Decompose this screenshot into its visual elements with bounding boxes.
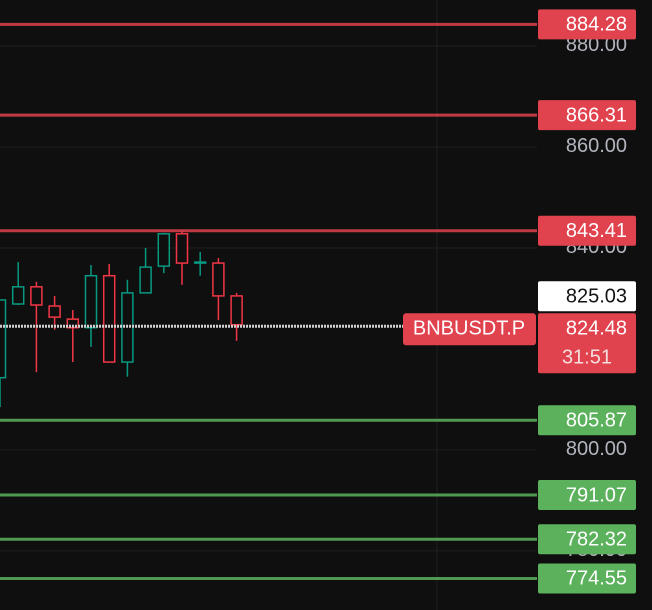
candle-body <box>30 286 43 306</box>
last-price-label: 824.48 <box>566 318 627 340</box>
level-label-box <box>538 215 636 246</box>
candle-body <box>48 305 61 318</box>
level-label-box <box>538 9 636 40</box>
symbol-label-box <box>403 313 536 346</box>
candle-body <box>11 286 25 305</box>
level-label: 791.07 <box>566 484 627 506</box>
candle-body <box>193 261 207 264</box>
y-tick-label: 800.00 <box>566 438 627 460</box>
y-tick-label: 860.00 <box>566 135 627 157</box>
candle-body <box>84 274 98 329</box>
y-tick-label: 880.00 <box>566 34 627 56</box>
candle-body <box>0 299 7 379</box>
crosshair-label: 825.03 <box>566 286 627 308</box>
candle-body <box>230 295 243 326</box>
level-label: 866.31 <box>566 104 627 126</box>
level-label: 884.28 <box>566 14 627 36</box>
level-label: 805.87 <box>566 410 627 432</box>
level-label: 774.55 <box>566 568 627 590</box>
level-label-box <box>538 405 636 436</box>
candle-body <box>157 233 171 267</box>
level-label: 843.41 <box>566 220 627 242</box>
last-price-box <box>538 313 636 374</box>
candle-body <box>102 274 116 363</box>
crosshair-label-box <box>538 281 636 312</box>
level-label-box <box>538 100 636 131</box>
symbol-label: BNBUSDT.P <box>413 318 525 340</box>
level-label-box <box>538 524 636 555</box>
level-label-box <box>538 563 636 594</box>
candle-body <box>175 233 189 264</box>
level-label: 782.32 <box>566 528 627 550</box>
candle-body <box>139 266 152 294</box>
level-label-box <box>538 480 636 511</box>
countdown-label: 31:51 <box>562 347 612 369</box>
candle-body <box>212 262 225 297</box>
